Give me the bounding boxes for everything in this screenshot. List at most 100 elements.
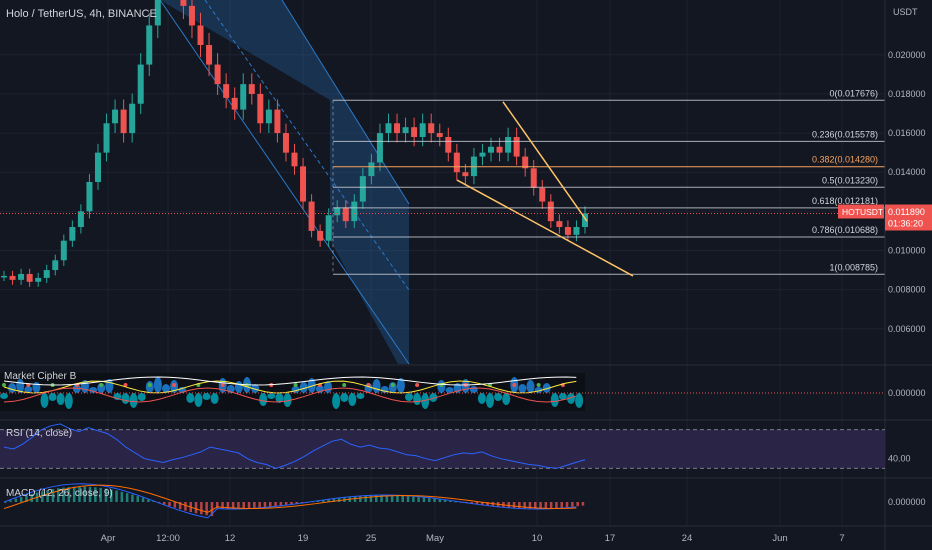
candle-body bbox=[300, 166, 307, 202]
candle-body bbox=[419, 123, 426, 137]
macd-histogram-bar bbox=[51, 489, 55, 502]
mcb-wave bbox=[413, 393, 422, 405]
last-price-tag bbox=[885, 204, 932, 231]
macd-histogram-bar bbox=[581, 502, 585, 506]
mcb-wave bbox=[97, 383, 106, 393]
x-tick-label: 25 bbox=[366, 533, 377, 544]
x-tick-label: 12 bbox=[225, 533, 236, 544]
candle-body bbox=[231, 97, 238, 110]
rsi-label: RSI (14, close) bbox=[6, 428, 73, 439]
candle-body bbox=[496, 146, 503, 153]
mcb-wave bbox=[526, 380, 535, 393]
mcb-wave bbox=[575, 393, 584, 408]
macd-histogram-bar bbox=[565, 502, 569, 508]
candle-body bbox=[35, 277, 42, 282]
macd-histogram-bar bbox=[258, 502, 261, 508]
mcb-dot bbox=[99, 383, 104, 387]
x-tick-label: 24 bbox=[682, 533, 693, 544]
mcb-wave bbox=[210, 393, 219, 404]
candle-body bbox=[488, 146, 495, 153]
candle-body bbox=[52, 260, 59, 271]
mcb-wave bbox=[32, 382, 41, 393]
channel-lower-line bbox=[159, 0, 410, 365]
candle-body bbox=[308, 201, 315, 231]
macd-histogram-bar bbox=[385, 495, 389, 502]
mcb-dot bbox=[536, 383, 541, 387]
mcb-wave bbox=[40, 393, 49, 408]
mcb-wave bbox=[518, 384, 527, 393]
candle-body bbox=[282, 133, 289, 153]
macd-histogram-bar bbox=[337, 498, 341, 502]
macd-histogram-bar bbox=[152, 501, 155, 502]
mcb-wave bbox=[234, 381, 243, 393]
candle-body bbox=[411, 127, 418, 137]
y-tick-label: 0.008000 bbox=[888, 285, 926, 295]
candle-body bbox=[206, 45, 213, 65]
candle-body bbox=[556, 221, 563, 228]
x-tick-label: 19 bbox=[298, 533, 309, 544]
candle-body bbox=[1, 275, 7, 278]
mcb-wave bbox=[469, 386, 478, 393]
macd-histogram-bar bbox=[443, 500, 447, 502]
macd-histogram-bar bbox=[157, 502, 161, 503]
candle-body bbox=[368, 162, 375, 177]
mcb-wave bbox=[372, 379, 381, 393]
macd-histogram-bar bbox=[375, 495, 378, 502]
candle-body bbox=[265, 109, 272, 124]
candle-body bbox=[240, 84, 247, 110]
mcb-wave bbox=[356, 393, 365, 399]
candle-body bbox=[274, 109, 281, 134]
macd-histogram-bar bbox=[316, 500, 320, 502]
y-tick-label: 0.014000 bbox=[888, 167, 926, 177]
mcb-dot bbox=[342, 383, 347, 387]
candle-body bbox=[564, 227, 571, 235]
macd-histogram-bar bbox=[226, 502, 230, 509]
mcb-wave bbox=[48, 393, 57, 401]
macd-histogram-bar bbox=[555, 502, 558, 508]
mcb-wave bbox=[502, 393, 511, 405]
candle-body bbox=[129, 103, 136, 134]
mcb-wave bbox=[445, 387, 454, 393]
candle-body bbox=[26, 273, 33, 282]
candle-body bbox=[291, 152, 298, 167]
macd-histogram-bar bbox=[560, 502, 563, 508]
macd-histogram-bar bbox=[412, 496, 415, 502]
macd-histogram-bar bbox=[396, 495, 399, 502]
rsi-line bbox=[3, 423, 586, 469]
macd-histogram-bar bbox=[163, 502, 166, 505]
candle-body bbox=[188, 5, 195, 26]
macd-histogram-bar bbox=[4, 502, 7, 503]
candle-body bbox=[385, 123, 392, 134]
candle-body bbox=[18, 273, 25, 280]
macd-histogram-bar bbox=[534, 502, 537, 509]
macd-histogram-bar bbox=[168, 502, 171, 507]
x-tick-label: 12:00 bbox=[156, 533, 180, 544]
channel-upper-line bbox=[281, 0, 410, 205]
macd-histogram-bar bbox=[576, 502, 579, 507]
mcb-wave bbox=[550, 393, 559, 407]
macd-histogram-bar bbox=[184, 502, 187, 511]
candle-body bbox=[154, 0, 161, 26]
mcb-wave bbox=[251, 384, 260, 393]
candle-body bbox=[359, 176, 366, 202]
axis-currency-label: USDT bbox=[893, 7, 918, 17]
macd-histogram-bar bbox=[364, 495, 367, 502]
macd-histogram-bar bbox=[401, 495, 404, 502]
macd-histogram-bar bbox=[210, 502, 214, 517]
macd-histogram-bar bbox=[194, 502, 198, 514]
candle-body bbox=[453, 152, 460, 173]
candle-body bbox=[505, 136, 512, 153]
macd-histogram-bar bbox=[539, 502, 542, 509]
macd-histogram-bar bbox=[83, 486, 86, 502]
candle-body bbox=[223, 84, 230, 98]
fib-level-label: 1(0.008785) bbox=[829, 262, 878, 272]
macd-histogram-bar bbox=[295, 502, 298, 504]
macd-histogram-bar bbox=[62, 487, 65, 502]
y-tick-label: 0.010000 bbox=[888, 245, 926, 255]
mcb-dot bbox=[147, 383, 152, 387]
macd-histogram-bar bbox=[9, 500, 12, 502]
macd-histogram-bar bbox=[470, 502, 473, 504]
mcb-dot bbox=[123, 383, 128, 387]
candle-body bbox=[539, 187, 546, 202]
